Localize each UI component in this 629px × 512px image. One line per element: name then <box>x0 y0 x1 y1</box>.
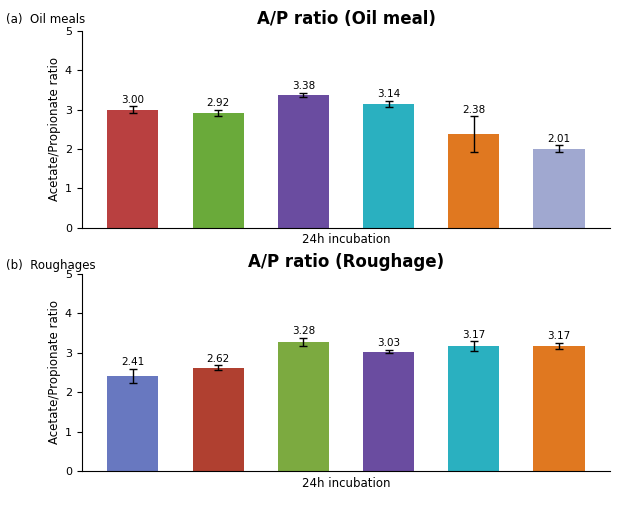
Y-axis label: Acetate/Propionate ratio: Acetate/Propionate ratio <box>48 57 61 201</box>
Title: A/P ratio (Oil meal): A/P ratio (Oil meal) <box>257 10 435 28</box>
Bar <box>533 346 584 471</box>
Bar <box>278 342 329 471</box>
Bar <box>363 352 414 471</box>
Bar <box>108 110 159 228</box>
Bar <box>448 134 499 228</box>
Text: 3.14: 3.14 <box>377 89 400 99</box>
Legend: SBM, RSM, PKM, CPM, DDGS, CGF: SBM, RSM, PKM, CPM, DDGS, CGF <box>220 288 472 306</box>
Text: 3.03: 3.03 <box>377 338 400 349</box>
Bar <box>363 104 414 228</box>
X-axis label: 24h incubation: 24h incubation <box>302 233 390 246</box>
Text: 3.17: 3.17 <box>462 330 486 340</box>
Text: 3.38: 3.38 <box>292 81 315 91</box>
Bar <box>192 368 243 471</box>
Text: (b)  Roughages: (b) Roughages <box>6 259 96 271</box>
Bar <box>108 376 159 471</box>
X-axis label: 24h incubation: 24h incubation <box>302 477 390 489</box>
Text: 3.17: 3.17 <box>547 331 571 342</box>
Text: 3.28: 3.28 <box>292 326 315 336</box>
Text: 2.01: 2.01 <box>547 134 571 144</box>
Bar <box>533 148 584 228</box>
Title: A/P ratio (Roughage): A/P ratio (Roughage) <box>248 253 444 271</box>
Text: 2.62: 2.62 <box>206 354 230 364</box>
Text: 3.00: 3.00 <box>121 95 145 105</box>
Text: (a)  Oil meals: (a) Oil meals <box>6 13 86 26</box>
Y-axis label: Acetate/Propionate ratio: Acetate/Propionate ratio <box>48 301 61 444</box>
Text: 2.92: 2.92 <box>206 98 230 108</box>
Text: 2.38: 2.38 <box>462 104 486 115</box>
Bar <box>448 346 499 471</box>
Bar <box>192 113 243 228</box>
Text: 2.41: 2.41 <box>121 357 145 367</box>
Bar <box>278 95 329 228</box>
